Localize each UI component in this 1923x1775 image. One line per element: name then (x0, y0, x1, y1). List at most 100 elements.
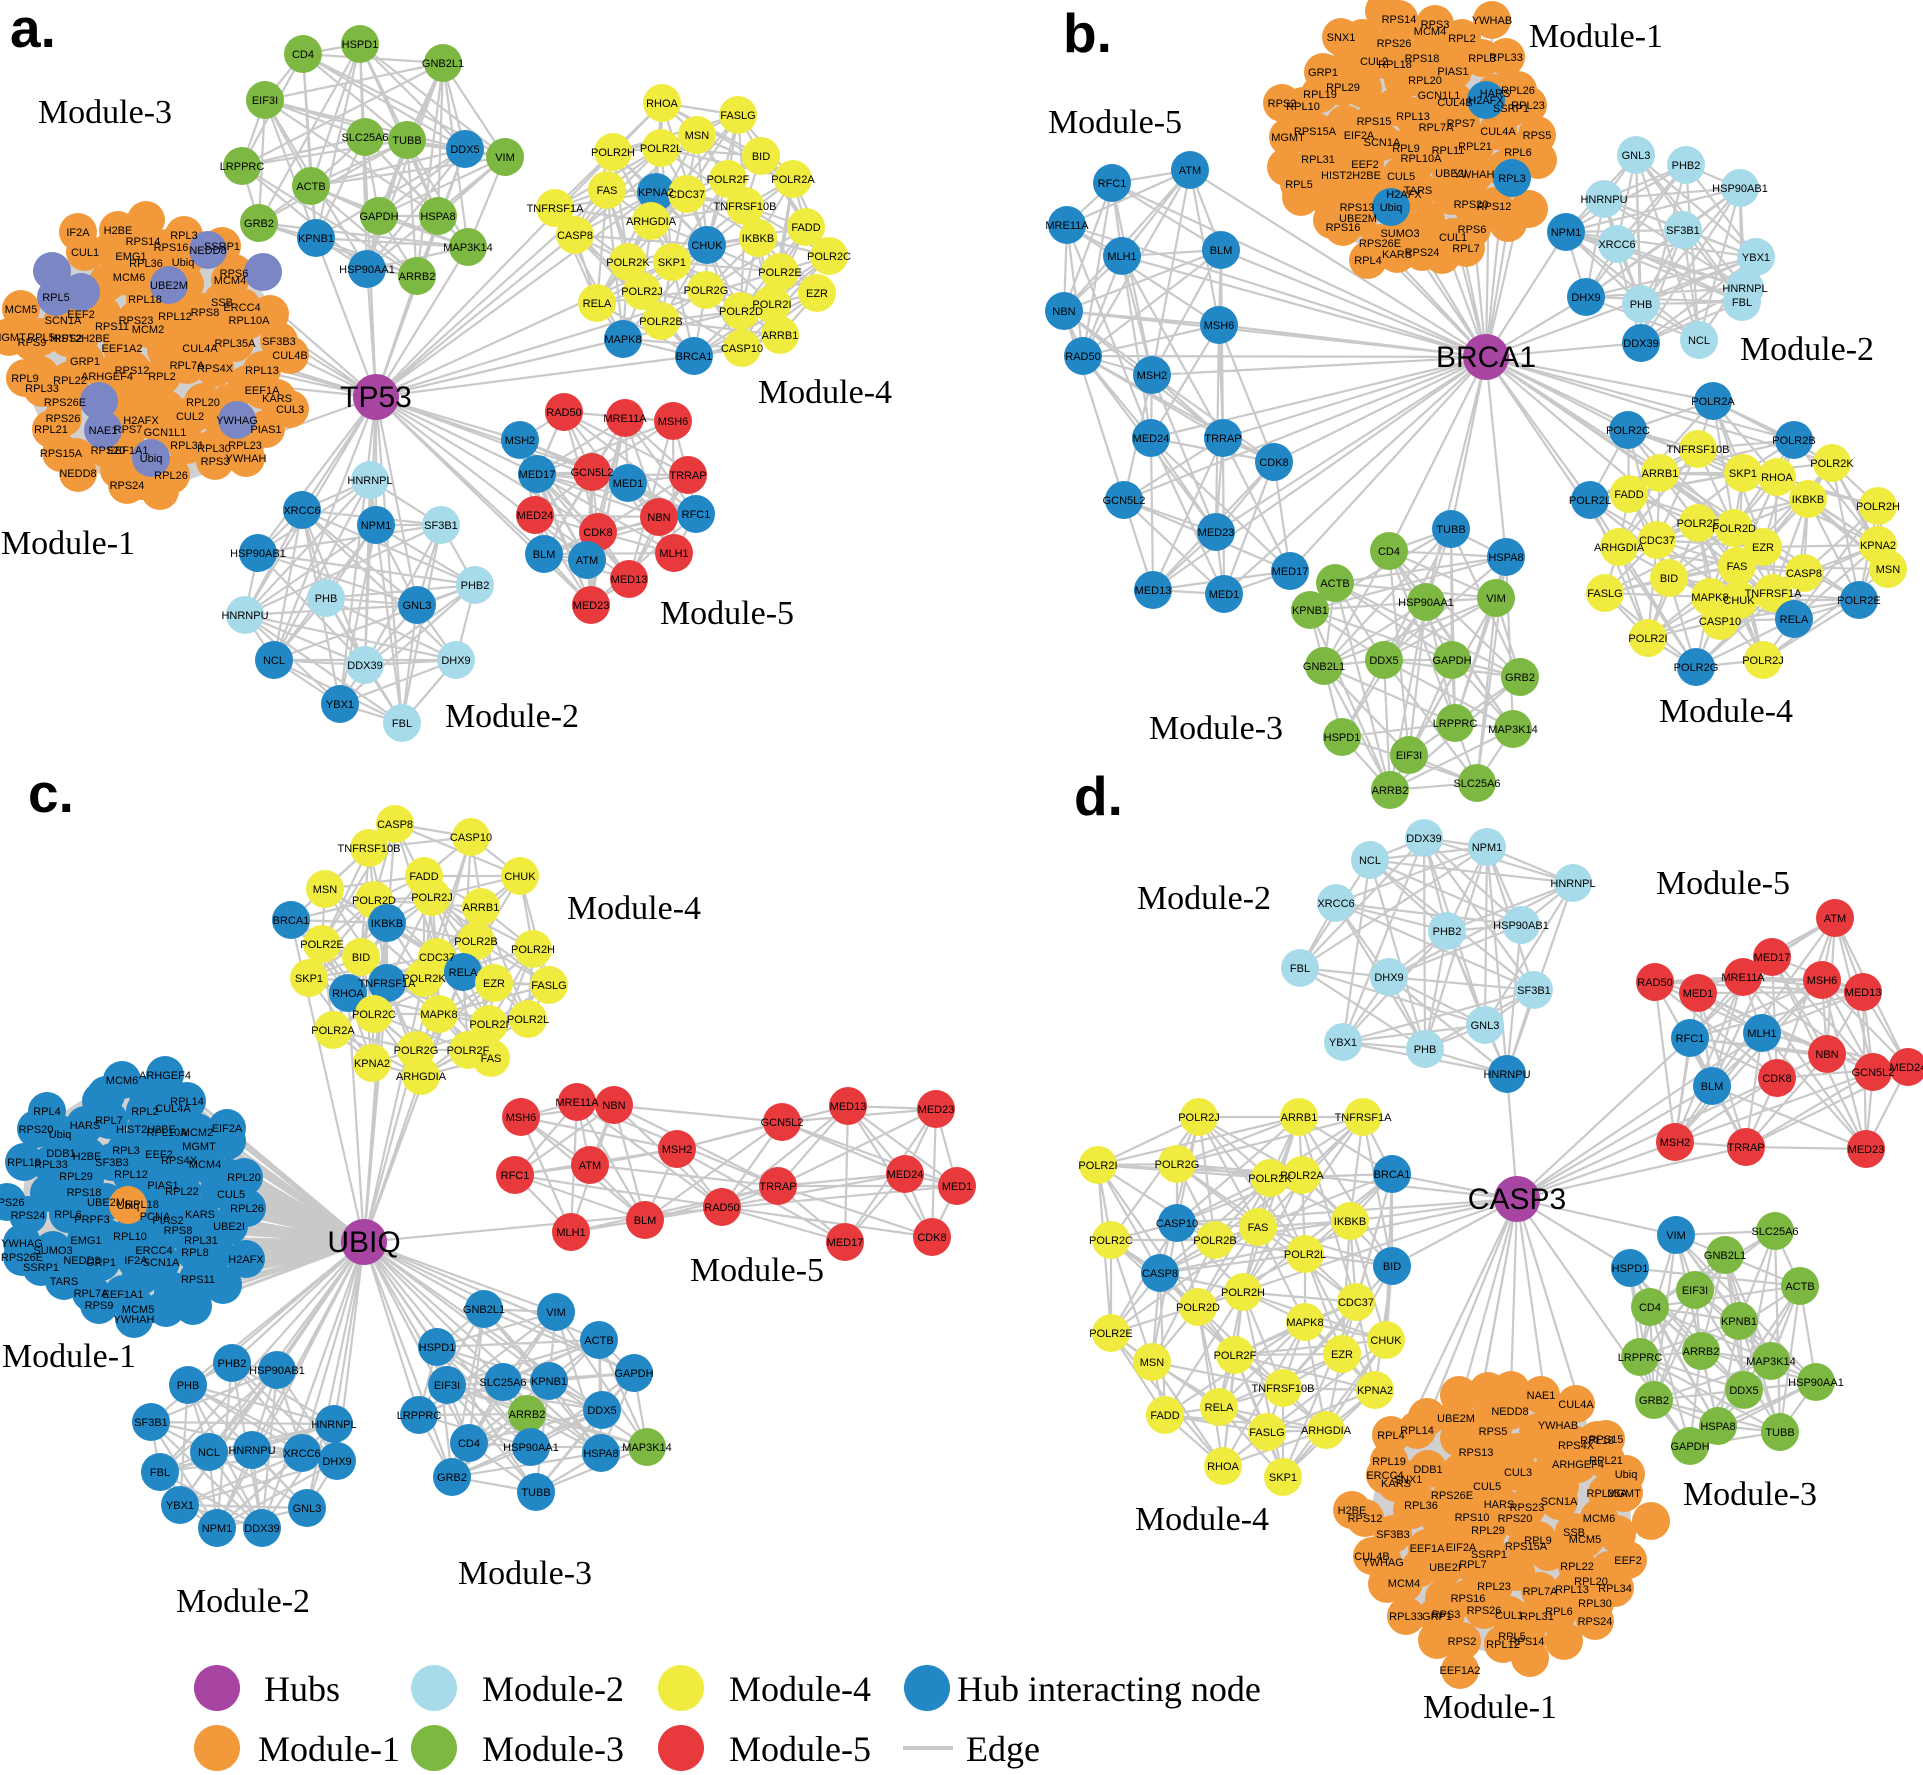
svg-text:RPS15: RPS15 (1589, 1434, 1624, 1446)
svg-text:MED23: MED23 (1198, 527, 1235, 539)
svg-text:HNRNPU: HNRNPU (1580, 194, 1627, 206)
svg-text:EEF2: EEF2 (145, 1149, 173, 1161)
svg-text:RHOA: RHOA (1761, 472, 1793, 484)
svg-text:GCN5L2: GCN5L2 (1852, 1067, 1895, 1079)
svg-text:RPS11: RPS11 (181, 1274, 215, 1286)
svg-text:GNL3: GNL3 (1622, 150, 1651, 162)
svg-text:RPL19: RPL19 (7, 1157, 41, 1169)
svg-text:SSRP1: SSRP1 (204, 241, 240, 253)
svg-text:FASLG: FASLG (1587, 588, 1622, 600)
svg-text:CD4: CD4 (1639, 1302, 1661, 1314)
svg-text:RPL23: RPL23 (228, 440, 262, 452)
svg-text:POLR2E: POLR2E (1837, 595, 1880, 607)
svg-text:ARHGEF4: ARHGEF4 (1552, 1459, 1604, 1471)
svg-text:HSPA8: HSPA8 (420, 211, 455, 223)
svg-text:NBN: NBN (1815, 1049, 1838, 1061)
svg-text:RPL13: RPL13 (1555, 1584, 1589, 1596)
svg-text:POLR2F: POLR2F (1677, 518, 1720, 530)
svg-text:EIF3I: EIF3I (434, 1380, 460, 1392)
svg-text:RPS3: RPS3 (1421, 19, 1450, 31)
svg-text:RPL36: RPL36 (1404, 1500, 1438, 1512)
svg-text:VIM: VIM (1666, 1230, 1686, 1242)
svg-text:HSP90AA1: HSP90AA1 (503, 1442, 559, 1454)
svg-text:RPS23: RPS23 (1510, 1502, 1545, 1514)
svg-text:CDC37: CDC37 (1338, 1297, 1374, 1309)
svg-text:XRCC6: XRCC6 (283, 505, 320, 517)
svg-text:SF3B1: SF3B1 (1666, 225, 1700, 237)
svg-text:RPL19: RPL19 (1372, 1456, 1406, 1468)
svg-text:RPL21: RPL21 (1458, 141, 1492, 153)
svg-text:RPS12: RPS12 (115, 365, 150, 377)
svg-text:HSPD1: HSPD1 (1612, 1263, 1649, 1275)
svg-text:CUL4B: CUL4B (272, 350, 307, 362)
svg-text:SKP1: SKP1 (658, 257, 686, 269)
svg-text:GNL3: GNL3 (1471, 1020, 1500, 1032)
svg-text:GNB2L1: GNB2L1 (463, 1304, 505, 1316)
svg-text:RPL26: RPL26 (230, 1203, 264, 1215)
svg-text:HSPD1: HSPD1 (342, 39, 379, 51)
svg-text:RPS26: RPS26 (1377, 38, 1412, 50)
svg-text:HARS: HARS (70, 1120, 101, 1132)
svg-text:MED13: MED13 (611, 574, 648, 586)
svg-text:UBE2M: UBE2M (87, 1197, 125, 1209)
svg-text:RFC1: RFC1 (1676, 1033, 1705, 1045)
svg-text:TARS: TARS (1404, 185, 1433, 197)
svg-text:NCL: NCL (198, 1447, 220, 1459)
svg-text:DHX9: DHX9 (1374, 972, 1403, 984)
svg-text:HSP90AA1: HSP90AA1 (1788, 1377, 1844, 1389)
svg-text:SNX1: SNX1 (1394, 1474, 1423, 1486)
svg-text:POLR2J: POLR2J (1178, 1112, 1220, 1124)
svg-text:RPL11: RPL11 (1432, 145, 1465, 157)
svg-text:PHB2: PHB2 (218, 1358, 247, 1370)
svg-text:RHOA: RHOA (646, 98, 678, 110)
svg-text:YWHAG: YWHAG (1362, 1557, 1404, 1569)
svg-text:CDK8: CDK8 (1259, 457, 1288, 469)
svg-text:POLR2E: POLR2E (300, 939, 343, 951)
svg-text:RPS26E: RPS26E (1431, 1490, 1473, 1502)
svg-text:EIF3I: EIF3I (252, 95, 278, 107)
svg-text:CASP8: CASP8 (1142, 1268, 1178, 1280)
svg-text:Ubiq: Ubiq (140, 453, 163, 465)
svg-text:DHX9: DHX9 (322, 1456, 351, 1468)
svg-text:PHB: PHB (1630, 299, 1653, 311)
svg-text:HSP90AB1: HSP90AB1 (249, 1365, 305, 1377)
svg-text:RPS20: RPS20 (91, 445, 126, 457)
svg-text:SSB: SSB (1563, 1527, 1585, 1539)
svg-text:POLR2C: POLR2C (1089, 1235, 1133, 1247)
svg-text:MGMT: MGMT (182, 1141, 216, 1153)
svg-text:EEF1A2: EEF1A2 (1440, 1665, 1481, 1677)
svg-text:RPL5: RPL5 (1285, 179, 1313, 191)
svg-text:PHB: PHB (315, 593, 338, 605)
svg-text:CDK8: CDK8 (1762, 1073, 1791, 1085)
svg-text:POLR2K: POLR2K (1248, 1173, 1292, 1185)
svg-text:POLR2J: POLR2J (621, 286, 663, 298)
svg-text:IF2A: IF2A (124, 1255, 148, 1267)
svg-text:RPS24: RPS24 (1578, 1616, 1613, 1628)
svg-text:RPL10: RPL10 (1286, 101, 1320, 113)
svg-text:MSH2: MSH2 (662, 1144, 693, 1156)
svg-text:BRCA1: BRCA1 (1436, 341, 1536, 374)
svg-text:HARS: HARS (1484, 1499, 1515, 1511)
svg-text:POLR2D: POLR2D (1712, 523, 1756, 535)
svg-text:MED24: MED24 (1890, 1062, 1923, 1074)
svg-text:Hubs: Hubs (264, 1669, 340, 1709)
svg-text:EIF2A: EIF2A (1446, 1542, 1477, 1554)
svg-text:KPNA2: KPNA2 (354, 1058, 390, 1070)
svg-text:CHUK: CHUK (691, 240, 723, 252)
svg-text:MRE11A: MRE11A (555, 1097, 599, 1109)
svg-text:MSN: MSN (685, 130, 710, 142)
svg-text:MCM5: MCM5 (1569, 1534, 1601, 1546)
svg-text:RPS6: RPS6 (1458, 224, 1487, 236)
svg-text:FADD: FADD (409, 871, 438, 883)
svg-text:NBN: NBN (1052, 306, 1075, 318)
svg-text:BID: BID (752, 151, 770, 163)
svg-text:RPS13: RPS13 (1340, 202, 1375, 214)
svg-text:Edge: Edge (966, 1729, 1040, 1769)
svg-text:Module-4: Module-4 (729, 1669, 871, 1709)
svg-text:RPS3: RPS3 (201, 456, 230, 468)
svg-text:RPL13: RPL13 (245, 365, 279, 377)
svg-text:H2AFX: H2AFX (1468, 95, 1504, 107)
svg-text:RPL18: RPL18 (1580, 1435, 1614, 1447)
svg-text:CUL1: CUL1 (71, 247, 99, 259)
svg-text:RPL7: RPL7 (1452, 243, 1480, 255)
